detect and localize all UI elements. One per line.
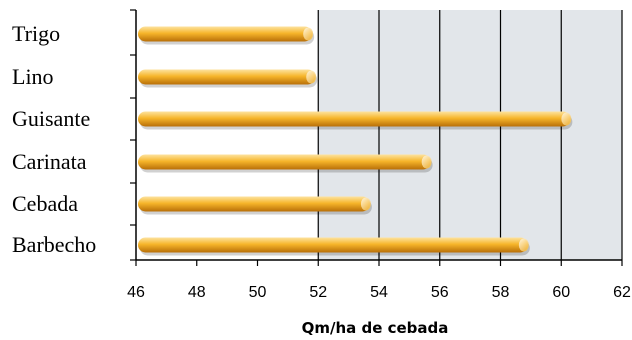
axes <box>130 9 623 266</box>
bar-end-cap <box>360 197 371 211</box>
category-label: Lino <box>12 64 54 89</box>
bar-barbecho <box>138 237 530 256</box>
bar-end-cap <box>518 238 529 252</box>
bar-cebada <box>138 196 372 215</box>
bar-body <box>138 26 313 42</box>
x-axis-title: Qm/ha de cebada <box>302 319 449 337</box>
x-tick-label: 46 <box>127 284 145 301</box>
bar-body <box>138 111 571 127</box>
category-label: Guisante <box>12 106 90 131</box>
category-labels: Trigo Lino Guisante Carinata Cebada Barbecho <box>12 21 96 257</box>
x-tick-label: 52 <box>309 284 327 301</box>
bar-lino <box>138 69 318 88</box>
category-label: Barbecho <box>12 232 96 257</box>
x-tick-label: 50 <box>249 284 267 301</box>
grid-lines <box>317 10 623 260</box>
bar-body <box>138 154 431 170</box>
plot-background <box>318 10 622 260</box>
x-tick-labels: 46 48 50 52 54 56 58 60 62 <box>127 284 631 301</box>
bar-carinata <box>138 154 433 173</box>
category-label: Trigo <box>12 21 60 46</box>
x-tick-label: 56 <box>431 284 449 301</box>
bars <box>138 26 573 256</box>
category-label: Cebada <box>12 191 78 216</box>
bar-guisante <box>138 111 573 130</box>
bar-end-cap <box>303 27 314 41</box>
bar-body <box>138 196 370 212</box>
bar-end-cap <box>561 112 572 126</box>
bar-body <box>138 69 316 85</box>
x-tick-label: 54 <box>370 284 388 301</box>
bar-end-cap <box>421 155 432 169</box>
x-tick-label: 62 <box>613 284 631 301</box>
x-tick-label: 60 <box>552 284 570 301</box>
bar-trigo <box>138 26 315 45</box>
category-label: Carinata <box>12 149 87 174</box>
x-tick-label: 48 <box>188 284 206 301</box>
bar-body <box>138 237 528 253</box>
x-tick-label: 58 <box>492 284 510 301</box>
bar-end-cap <box>306 70 317 84</box>
